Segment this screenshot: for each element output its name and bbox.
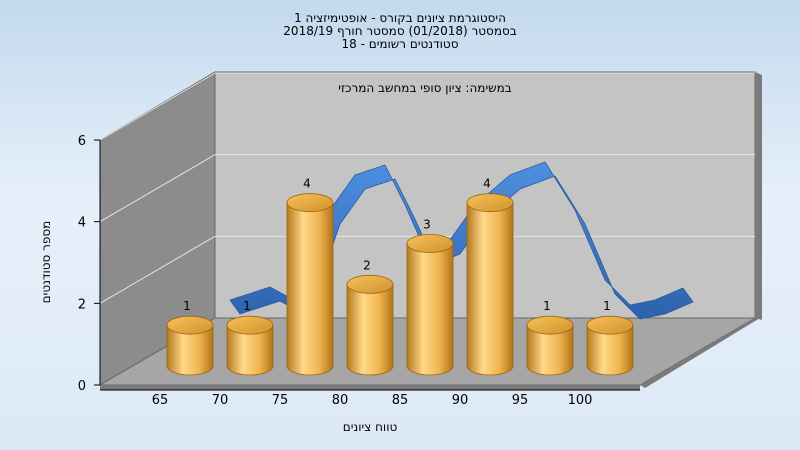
bar-cap	[526, 315, 574, 335]
bar-value-label: 3	[423, 218, 431, 232]
distribution-curve	[229, 161, 694, 320]
x-tick-label: 70	[212, 393, 229, 408]
bar-value-label: 1	[243, 299, 251, 313]
y-tick-label: 2	[78, 297, 86, 312]
x-tick-label: 75	[272, 393, 289, 408]
bar-cap	[406, 234, 454, 253]
back-wall-right-edge	[755, 72, 762, 320]
floor-front-edge	[100, 385, 640, 390]
bar-cap	[346, 274, 394, 294]
bar: 4	[286, 177, 334, 376]
y-axis: 0 2 4 6	[78, 134, 101, 394]
subject-label: במשימה: ציון סופי במחשב המרכזי	[338, 81, 512, 95]
y-tick-label: 0	[78, 379, 86, 394]
bar-body	[226, 324, 274, 376]
bar-body	[166, 324, 214, 376]
y-tick-label: 6	[78, 134, 86, 149]
x-tick-label: 90	[452, 393, 469, 408]
distribution-ribbon	[229, 161, 694, 320]
x-tick-label: 100	[568, 393, 593, 408]
bar: 3	[406, 218, 454, 376]
x-tick-label: 85	[392, 393, 409, 408]
bar-cap	[166, 315, 214, 335]
bar-body	[346, 283, 394, 376]
chart-title: היסטוגרמת ציונים בקורס - אופטימיזציה 1 ב…	[283, 11, 516, 51]
gridline-left-wall	[99, 154, 216, 223]
bar: 1	[226, 299, 274, 376]
x-tick-label: 65	[152, 393, 169, 408]
bar-body	[466, 202, 514, 376]
bar-cap	[466, 193, 514, 213]
bar: 1	[526, 299, 574, 376]
bar-body	[406, 243, 454, 376]
bar-cap	[286, 193, 334, 213]
title-line-3: סטודנטים רשומים - 18	[341, 37, 458, 51]
bar-value-label: 4	[483, 177, 491, 191]
bar-cap	[226, 315, 274, 335]
bar-body	[586, 324, 634, 376]
bar-value-label: 1	[183, 299, 191, 313]
y-tick-label: 4	[78, 216, 86, 231]
bar-cap	[586, 315, 634, 335]
x-axis-label: טווח ציונים	[343, 420, 398, 434]
gridline-left-wall	[99, 72, 216, 141]
gridline-left-wall	[99, 235, 216, 304]
x-tick-label: 80	[332, 393, 349, 408]
y-axis-label: מספר סטודנטים	[39, 221, 53, 304]
bar: 1	[586, 299, 634, 376]
x-tick-label: 95	[512, 393, 529, 408]
bar-value-label: 1	[543, 299, 551, 313]
bars: 1 1 4 2 3 4 1 1	[166, 177, 634, 376]
floor-right-edge	[640, 318, 760, 388]
bar-body	[286, 202, 334, 376]
bar: 2	[346, 258, 394, 376]
bar-value-label: 4	[303, 177, 311, 191]
bar: 1	[166, 299, 214, 376]
x-axis: 65 70 75 80 85 90 95 100	[100, 389, 640, 408]
title-line-2: בסמסטר (01/2018) סמסטר חורף 2018/19	[283, 24, 516, 38]
title-line-1: היסטוגרמת ציונים בקורס - אופטימיזציה 1	[294, 11, 506, 25]
bar-value-label: 2	[363, 258, 371, 272]
bar-body	[526, 324, 574, 376]
bar-value-label: 1	[603, 299, 611, 313]
bar: 4	[466, 177, 514, 376]
